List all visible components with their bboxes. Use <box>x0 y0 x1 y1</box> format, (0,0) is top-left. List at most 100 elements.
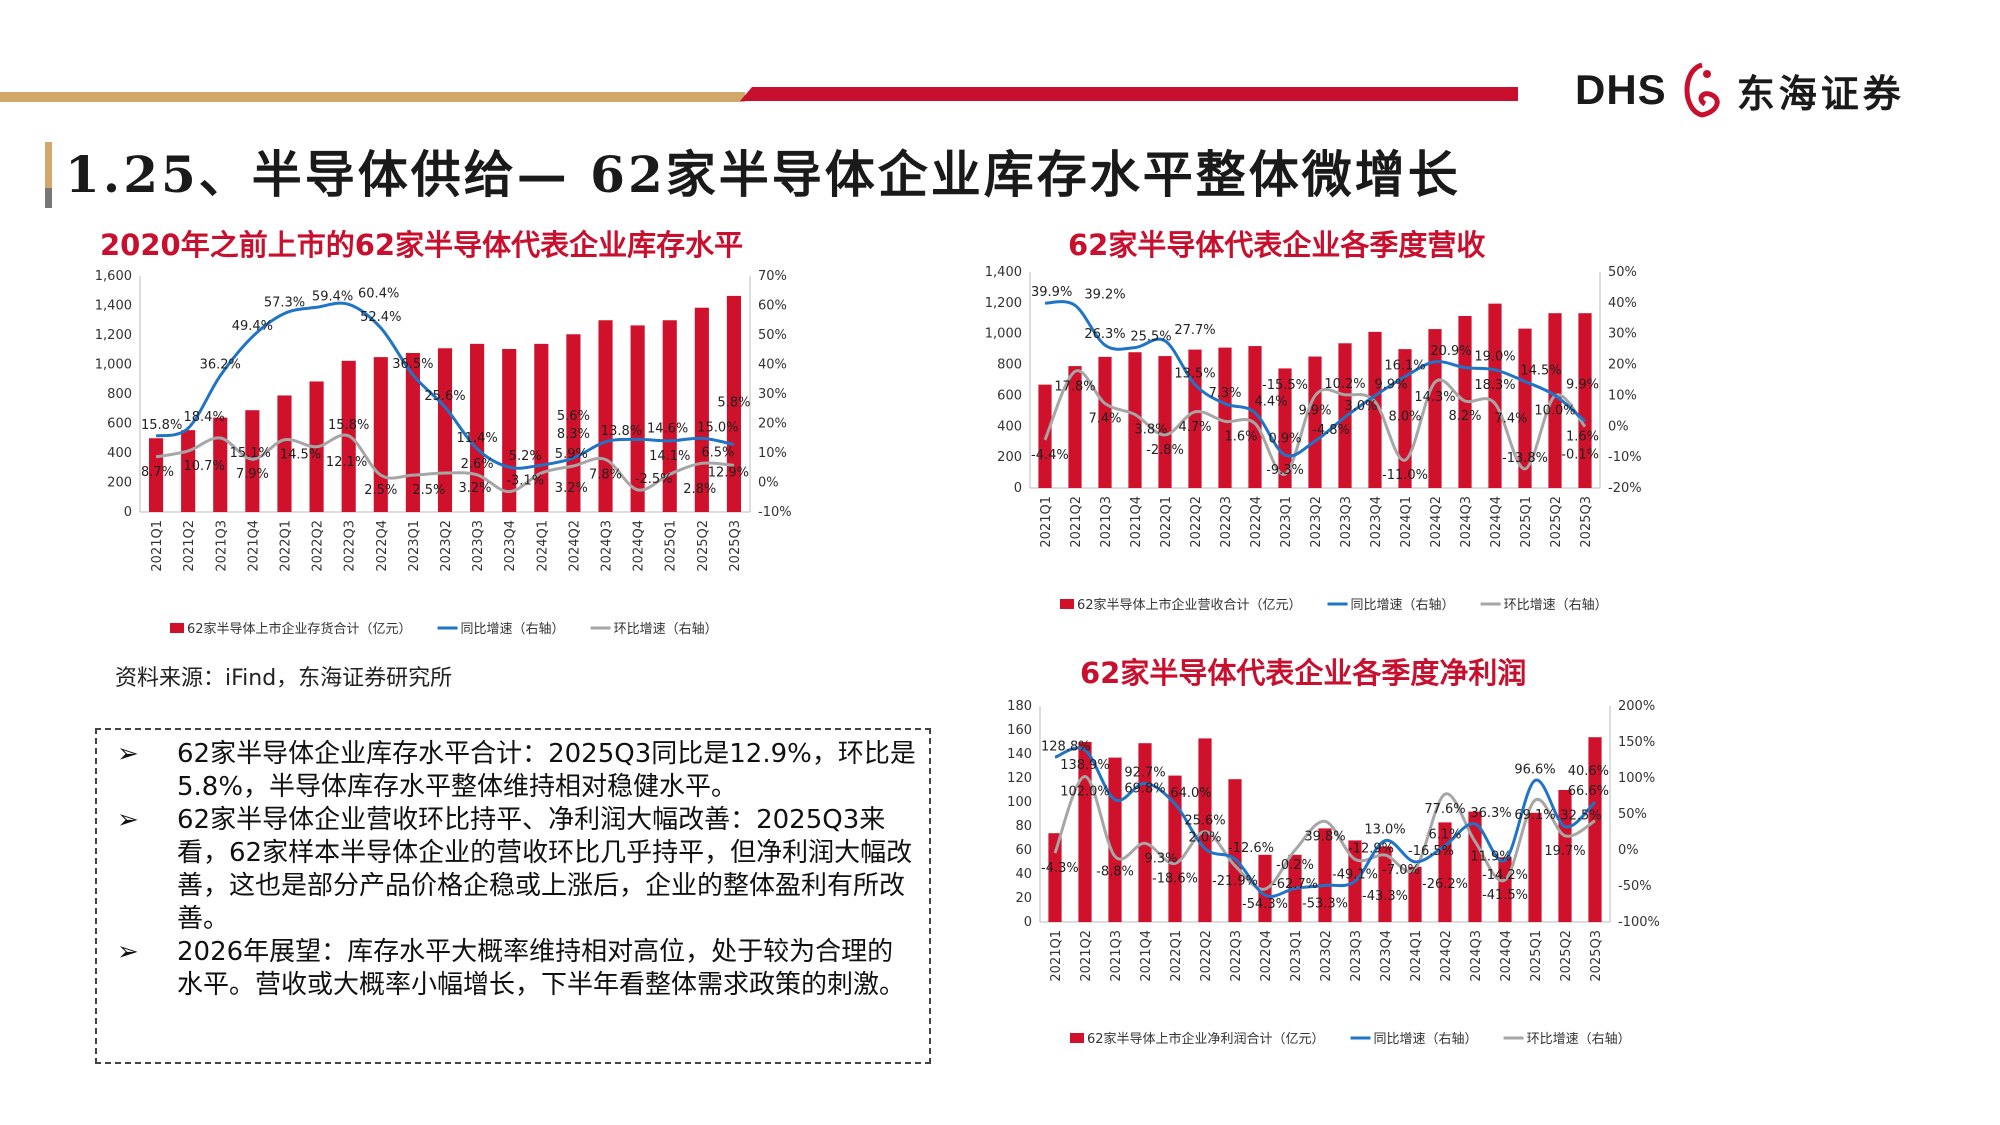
y-tick-label: 400 <box>107 446 132 461</box>
x-tick-label: 2023Q3 <box>471 520 486 572</box>
y-tick-label: 800 <box>107 387 132 402</box>
x-tick-label: 2025Q3 <box>1589 930 1604 982</box>
bar <box>662 320 677 512</box>
y-tick-label: 1,200 <box>95 328 132 343</box>
bar <box>1378 846 1392 922</box>
bar <box>1068 366 1082 488</box>
qoq-data-label: 7.4% <box>1088 411 1121 426</box>
x-tick-label: 2023Q1 <box>1289 930 1304 982</box>
y-tick-label: 1,200 <box>985 296 1022 311</box>
qoq-data-label: 11.9% <box>1470 849 1511 864</box>
x-tick-label: 2024Q2 <box>1439 930 1454 982</box>
qoq-data-label: 9.9% <box>1566 378 1599 393</box>
yoy-data-label: 49.4% <box>232 319 273 334</box>
bar <box>1218 347 1232 488</box>
bar <box>1098 356 1112 488</box>
yoy-data-label: 18.3% <box>1474 378 1515 393</box>
y2-tick-label: -10% <box>758 505 792 520</box>
bar <box>1138 743 1152 922</box>
yoy-data-label: 57.3% <box>264 295 305 310</box>
yoy-data-label: 128.8% <box>1041 739 1091 754</box>
bar <box>1548 313 1562 488</box>
qoq-data-label: 40.6% <box>1568 764 1609 779</box>
x-tick-label: 2021Q4 <box>1129 496 1144 548</box>
yoy-data-label: 13.0% <box>1364 823 1405 838</box>
qoq-data-label: 2.8% <box>683 482 716 497</box>
qoq-data-label: 3.2% <box>458 481 491 496</box>
legend-label: 62家半导体上市企业营收合计（亿元） <box>1077 597 1302 613</box>
yoy-line <box>155 301 735 470</box>
x-tick-label: 2025Q1 <box>1529 930 1544 982</box>
qoq-data-label: 2.6% <box>461 457 494 472</box>
y2-tick-label: 30% <box>1608 327 1637 342</box>
x-tick-label: 2023Q2 <box>1309 496 1324 548</box>
qoq-data-label: 8.2% <box>1448 409 1481 424</box>
qoq-data-label: 3.2% <box>555 481 588 496</box>
header-red-bar <box>740 87 1518 101</box>
y-tick-label: 1,000 <box>95 358 132 373</box>
qoq-data-label: 19.7% <box>1544 844 1585 859</box>
bar <box>502 349 517 512</box>
yoy-data-label: -14.2% <box>1482 868 1528 883</box>
legend-label: 同比增速（右轴） <box>1351 598 1455 613</box>
bar <box>277 395 292 512</box>
x-tick-label: 2023Q2 <box>439 520 454 572</box>
qoq-data-label: 5.6% <box>557 409 590 424</box>
summary-box: ➢ 62家半导体企业库存水平合计：2025Q3同比是12.9%，环比是5.8%，半… <box>95 728 931 1064</box>
legend-swatch <box>1060 599 1074 609</box>
legend-label: 环比增速（右轴） <box>1527 1032 1631 1047</box>
qoq-data-label: -18.6% <box>1152 871 1198 886</box>
yoy-data-label: 66.6% <box>1568 784 1609 799</box>
yoy-data-label: 6.1% <box>1428 828 1461 843</box>
qoq-data-label: 8.0% <box>1388 410 1421 425</box>
yoy-data-label: 92.7% <box>1124 765 1165 780</box>
y2-tick-label: -20% <box>1608 481 1642 496</box>
x-tick-label: 2022Q3 <box>1229 930 1244 982</box>
x-tick-label: 2021Q1 <box>1039 496 1054 548</box>
bar <box>534 343 549 512</box>
y-tick-label: 400 <box>997 419 1022 434</box>
y2-tick-label: 50% <box>1608 265 1637 280</box>
header-tan-bar <box>0 92 745 102</box>
yoy-data-label: -12.6% <box>1228 841 1274 856</box>
y2-tick-label: 50% <box>1618 807 1647 822</box>
bullet-1: ➢ 62家半导体企业库存水平合计：2025Q3同比是12.9%，环比是5.8%，半… <box>117 739 916 802</box>
yoy-data-label: -49.1% <box>1332 867 1378 882</box>
x-tick-label: 2022Q2 <box>311 520 326 572</box>
yoy-data-label: 4.4% <box>1254 395 1287 410</box>
qoq-data-label: 10.2% <box>1324 377 1365 392</box>
qoq-data-label: -0.2% <box>1276 858 1314 873</box>
qoq-data-label: 5.8% <box>717 395 750 410</box>
qoq-data-label: 15.1% <box>230 446 271 461</box>
x-tick-label: 2022Q3 <box>343 520 358 572</box>
bar <box>1308 356 1322 488</box>
x-tick-label: 2022Q2 <box>1189 496 1204 548</box>
yoy-data-label: 11.4% <box>456 431 497 446</box>
y-tick-label: 1,400 <box>985 265 1022 280</box>
x-tick-label: 2025Q3 <box>728 520 743 572</box>
x-tick-label: 2024Q2 <box>567 520 582 572</box>
yoy-data-label: 14.5% <box>1520 364 1561 379</box>
qoq-data-label: 7.9% <box>236 467 269 482</box>
bar <box>1228 779 1242 922</box>
x-tick-label: 2024Q3 <box>1459 496 1474 548</box>
qoq-data-label: 7.8% <box>589 467 622 482</box>
yoy-data-label: 96.6% <box>1514 762 1555 777</box>
legend-label: 同比增速（右轴） <box>461 622 565 637</box>
qoq-data-label: 69.1% <box>1514 808 1555 823</box>
x-tick-label: 2021Q3 <box>1109 930 1124 982</box>
bar <box>1168 775 1182 922</box>
qoq-data-label: 6.5% <box>701 445 734 460</box>
x-tick-label: 2024Q1 <box>1409 930 1424 982</box>
x-tick-label: 2025Q3 <box>1579 496 1594 548</box>
yoy-data-label: 5.2% <box>509 449 542 464</box>
y2-tick-label: 60% <box>758 299 787 314</box>
yoy-data-label: 59.4% <box>312 289 353 304</box>
qoq-data-label: 0.9% <box>1268 432 1301 447</box>
qoq-data-label: -0.1% <box>1561 448 1599 463</box>
qoq-data-label: 3.8% <box>1134 423 1167 438</box>
yoy-data-label: -4.8% <box>1312 423 1350 438</box>
x-tick-label: 2021Q2 <box>182 520 197 572</box>
yoy-data-label: 8.3% <box>557 427 590 442</box>
yoy-data-label: 9.9% <box>1374 378 1407 393</box>
